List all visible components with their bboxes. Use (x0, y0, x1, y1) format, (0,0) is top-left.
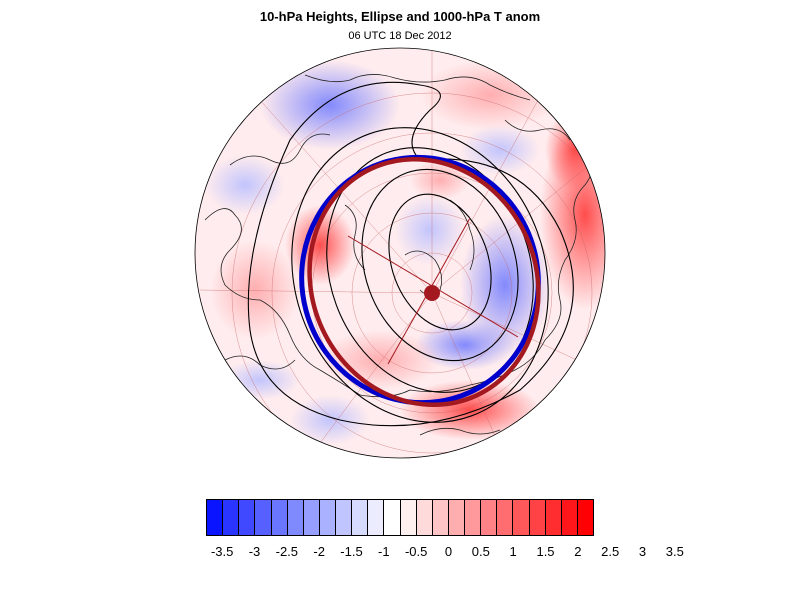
colorbar-box (319, 500, 336, 535)
colorbar (206, 499, 594, 536)
colorbar-box (368, 500, 385, 535)
colorbar-box (207, 500, 224, 535)
colorbar-box (448, 500, 465, 535)
colorbar-tick-label: -2.5 (275, 544, 299, 559)
colorbar-box (336, 500, 353, 535)
colorbar-tick-label: 2.5 (601, 544, 620, 559)
colorbar-tick-labels: -3.5 -3 -2.5 -2 -1.5 -1 -0.5 0 0.5 1 1.5 2 2.5 3 3.5 (0, 544, 800, 564)
colorbar-tick-label: 3.5 (665, 544, 684, 559)
map-title: 10-hPa Heights, Ellipse and 1000-hPa T a… (259, 9, 541, 24)
map-boundary (194, 47, 606, 459)
temperature-anomaly-field (195, 48, 605, 458)
colorbar-tick-label: 0.5 (471, 544, 490, 559)
colorbar-box (481, 500, 498, 535)
colorbar-box (271, 500, 288, 535)
colorbar-tick-label: -3 (248, 544, 261, 559)
vortex-centroid-marker (424, 285, 440, 301)
colorbar-box (303, 500, 320, 535)
colorbar-box (239, 500, 256, 535)
colorbar-tick-label: 0 (444, 544, 453, 559)
colorbar-tick-label: 3 (638, 544, 647, 559)
colorbar-box (577, 500, 593, 535)
colorbar-box (529, 500, 546, 535)
colorbar-box (400, 500, 417, 535)
colorbar-box (561, 500, 578, 535)
colorbar-tick-label: -2 (313, 544, 325, 559)
colorbar-box (384, 500, 401, 535)
colorbar-box (287, 500, 304, 535)
colorbar-box (255, 500, 272, 535)
colorbar-box (465, 500, 482, 535)
colorbar-box (416, 500, 433, 535)
colorbar-box (223, 500, 240, 535)
colorbar-tick-label: 2 (574, 544, 582, 559)
colorbar-box (545, 500, 562, 535)
colorbar-tick-label: -0.5 (404, 544, 428, 559)
colorbar-tick-label: -3.5 (210, 544, 234, 559)
colorbar-tick-label: -1 (378, 544, 390, 559)
colorbar-box (432, 500, 449, 535)
colorbar-box (497, 500, 514, 535)
colorbar-tick-label: -1.5 (340, 544, 363, 559)
colorbar-tick-label: 1.5 (536, 544, 555, 559)
colorbar-box (513, 500, 530, 535)
map-subtitle: 06 UTC 18 Dec 2012 (348, 30, 452, 42)
coastlines (204, 74, 595, 436)
vortex-ellipses (299, 154, 541, 408)
colorbar-tick-label: 1 (509, 544, 517, 559)
colorbar-box (352, 500, 369, 535)
